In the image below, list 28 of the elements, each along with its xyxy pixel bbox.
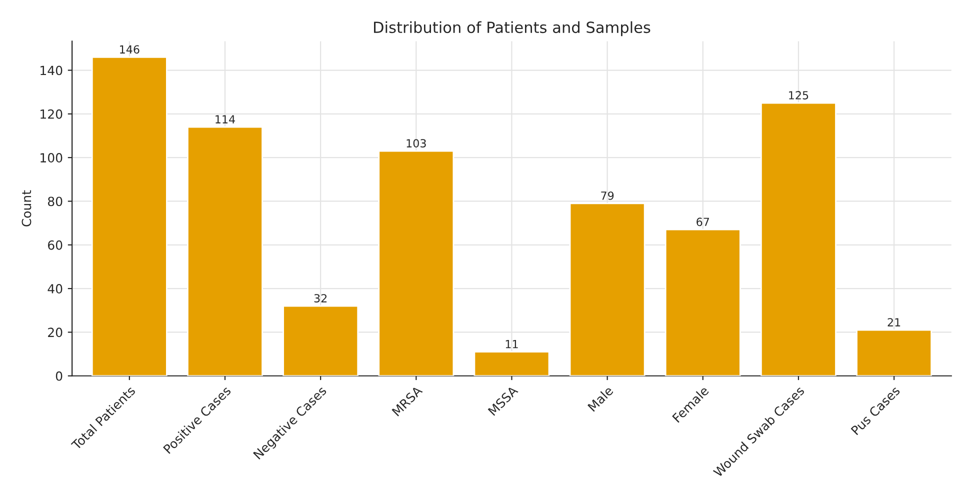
chart-title: Distribution of Patients and Samples [374,21,650,36]
y-tick-label: 20 [48,328,62,338]
bar [282,305,359,376]
y-tick-label: 120 [40,109,62,119]
y-tick-label: 100 [40,153,62,163]
y-tick-label: 60 [48,240,62,250]
data-label: 103 [406,139,426,148]
bar [856,329,932,376]
bar [664,228,741,376]
data-label: 21 [888,318,900,326]
data-label: 125 [789,91,808,100]
bar [760,102,836,376]
data-label: 146 [120,45,140,54]
bar [91,56,168,376]
data-label: 67 [696,218,710,226]
data-label: 11 [506,340,518,348]
bar [378,150,454,376]
y-tick-label: 140 [40,66,62,76]
y-axis-title: Count [22,190,32,226]
y-tick-label: 80 [48,196,62,206]
bar [569,202,646,376]
bar [474,351,550,376]
bar [187,126,263,376]
data-label: 32 [314,294,327,302]
data-label: 79 [601,191,614,200]
data-label: 114 [216,115,235,124]
y-tick-label: 40 [48,284,62,294]
y-tick-label: 0 [56,371,62,381]
